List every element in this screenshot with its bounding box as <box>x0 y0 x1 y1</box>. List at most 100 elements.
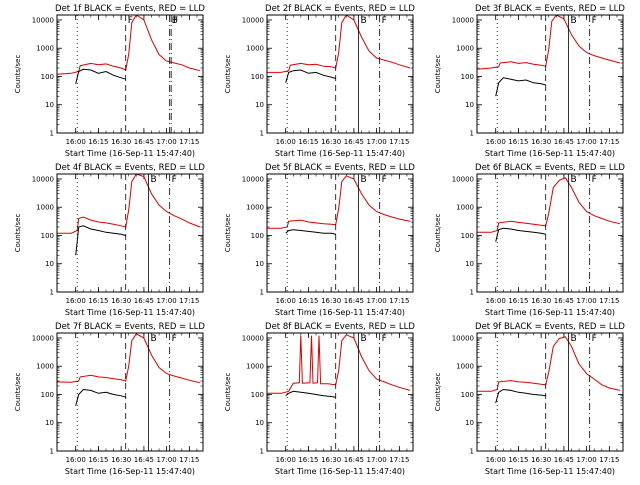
x-tick-label: 16:45 <box>134 456 154 464</box>
x-axis-label: Start Time (16-Sep-11 15:47:40) <box>275 308 405 317</box>
x-tick-label: 16:45 <box>554 138 574 146</box>
x-tick-label: 17:15 <box>179 297 199 305</box>
x-tick-label: 16:45 <box>134 297 154 305</box>
y-tick-label: 1 <box>470 130 474 138</box>
detector-plot-1: Det 1f BLACK = Events, RED = LLD Counts/s… <box>14 4 205 158</box>
y-tick-label: 1000 <box>246 204 264 212</box>
plot-frame <box>56 332 204 452</box>
series-events-line <box>495 77 546 97</box>
marker-label: F <box>382 175 387 185</box>
y-tick-label: 1000 <box>246 45 264 53</box>
y-tick-label: 1000 <box>456 204 474 212</box>
x-tick-label: 17:00 <box>157 456 177 464</box>
x-tick-label: 16:45 <box>344 456 364 464</box>
detector-plot-7: Det 7f BLACK = Events, RED = LLD Counts/s… <box>14 322 205 476</box>
series-events-line <box>285 229 336 235</box>
y-axis-label: Counts/sec <box>14 373 22 412</box>
x-tick-label: 17:00 <box>157 297 177 305</box>
x-tick-label: 16:15 <box>298 138 318 146</box>
y-tick-label: 10 <box>255 260 264 268</box>
y-tick-label: 100 <box>41 391 54 399</box>
x-tick-label: 17:15 <box>599 456 619 464</box>
x-tick-label: 16:30 <box>111 297 131 305</box>
y-tick-label: 10000 <box>32 16 54 24</box>
series-events-line <box>75 225 126 256</box>
y-tick-label: 1000 <box>36 204 54 212</box>
x-tick-label: 16:00 <box>276 297 296 305</box>
y-tick-label: 1 <box>50 448 54 456</box>
y-tick-label: 1000 <box>456 363 474 371</box>
y-tick-label: 1 <box>50 130 54 138</box>
y-tick-label: 1 <box>260 289 264 297</box>
x-tick-label: 16:15 <box>88 297 108 305</box>
series-lld-line <box>57 174 201 234</box>
x-axis-label: Start Time (16-Sep-11 15:47:40) <box>275 467 405 476</box>
x-tick-label: 16:45 <box>134 138 154 146</box>
y-axis-label: Counts/sec <box>224 55 232 94</box>
x-tick-label: 16:00 <box>66 456 86 464</box>
marker-label: F <box>592 16 597 26</box>
y-tick-label: 1 <box>50 289 54 297</box>
plot-frame <box>476 173 624 293</box>
marker-label: B <box>150 175 156 185</box>
marker-label: B <box>570 16 576 26</box>
x-tick-label: 17:15 <box>179 138 199 146</box>
series-events-line <box>495 227 546 242</box>
x-tick-label: 17:00 <box>577 297 597 305</box>
y-tick-label: 100 <box>251 73 264 81</box>
y-axis-label: Counts/sec <box>434 55 442 94</box>
x-tick-label: 16:30 <box>531 138 551 146</box>
marker-label: F <box>592 334 597 344</box>
x-axis-label: Start Time (16-Sep-11 15:47:40) <box>65 308 195 317</box>
x-tick-label: 17:15 <box>599 297 619 305</box>
y-tick-label: 1 <box>470 448 474 456</box>
x-tick-label: 16:15 <box>508 138 528 146</box>
x-tick-label: 16:30 <box>531 456 551 464</box>
y-tick-label: 1000 <box>246 363 264 371</box>
plot-frame <box>266 173 414 293</box>
y-tick-label: 10 <box>45 260 54 268</box>
x-tick-label: 16:45 <box>554 456 574 464</box>
x-tick-label: 16:45 <box>554 297 574 305</box>
series-lld-line <box>477 15 621 70</box>
series-lld-line <box>267 334 411 394</box>
x-axis-label: Start Time (16-Sep-11 15:47:40) <box>65 467 195 476</box>
detector-plot-3: Det 3f BLACK = Events, RED = LLD Counts/s… <box>434 4 625 158</box>
detector-plot-9: Det 9f BLACK = Events, RED = LLD Counts/s… <box>434 322 625 476</box>
y-tick-label: 10000 <box>242 175 264 183</box>
y-tick-label: 10000 <box>452 16 474 24</box>
x-tick-label: 16:30 <box>111 456 131 464</box>
plot-frame <box>266 332 414 452</box>
y-tick-label: 100 <box>41 232 54 240</box>
x-tick-label: 17:00 <box>367 297 387 305</box>
plot-frame <box>476 14 624 134</box>
series-lld-line <box>477 336 621 392</box>
plot-title: Det 6f BLACK = Events, RED = LLD <box>475 163 625 173</box>
marker-label: B <box>360 16 366 26</box>
x-tick-label: 16:30 <box>531 297 551 305</box>
x-tick-label: 17:15 <box>389 297 409 305</box>
x-tick-label: 16:00 <box>486 456 506 464</box>
y-tick-label: 1000 <box>36 45 54 53</box>
y-axis-label: Counts/sec <box>224 373 232 412</box>
y-tick-label: 100 <box>461 391 474 399</box>
x-tick-label: 16:15 <box>508 297 528 305</box>
series-lld-line <box>57 333 201 384</box>
plot-title: Det 2f BLACK = Events, RED = LLD <box>265 4 415 14</box>
y-tick-label: 100 <box>251 391 264 399</box>
series-events-line <box>285 390 336 398</box>
y-tick-label: 1000 <box>36 363 54 371</box>
plot-frame <box>56 14 204 134</box>
x-tick-label: 16:15 <box>298 297 318 305</box>
y-tick-label: 10000 <box>32 334 54 342</box>
x-tick-label: 17:15 <box>389 138 409 146</box>
marker-label: F <box>382 16 387 26</box>
y-tick-label: 100 <box>461 73 474 81</box>
x-tick-label: 17:15 <box>599 138 619 146</box>
marker-label: F <box>172 334 177 344</box>
x-tick-label: 16:00 <box>66 138 86 146</box>
x-tick-label: 16:30 <box>321 138 341 146</box>
x-tick-label: 16:00 <box>486 138 506 146</box>
